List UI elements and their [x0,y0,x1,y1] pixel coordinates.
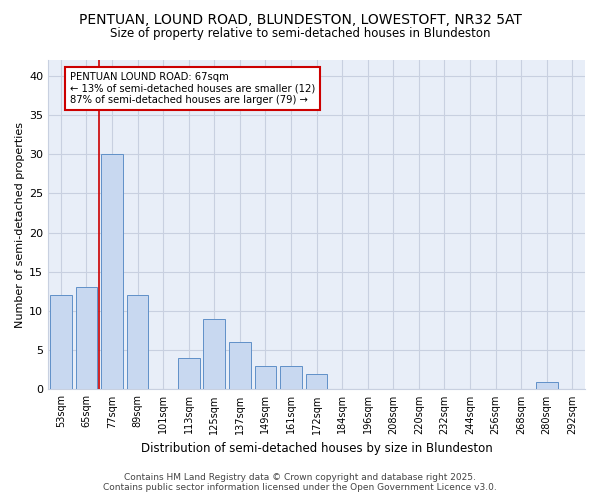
Bar [50,296,72,390]
Bar [101,154,123,390]
Bar [254,366,277,390]
Bar [76,288,97,390]
Bar [203,319,225,390]
Bar [306,374,328,390]
Bar [229,342,251,390]
Bar [280,366,302,390]
Text: Size of property relative to semi-detached houses in Blundeston: Size of property relative to semi-detach… [110,28,490,40]
X-axis label: Distribution of semi-detached houses by size in Blundeston: Distribution of semi-detached houses by … [141,442,493,455]
Text: Contains HM Land Registry data © Crown copyright and database right 2025.
Contai: Contains HM Land Registry data © Crown c… [103,473,497,492]
Bar [127,296,148,390]
Text: PENTUAN, LOUND ROAD, BLUNDESTON, LOWESTOFT, NR32 5AT: PENTUAN, LOUND ROAD, BLUNDESTON, LOWESTO… [79,12,521,26]
Text: PENTUAN LOUND ROAD: 67sqm
← 13% of semi-detached houses are smaller (12)
87% of : PENTUAN LOUND ROAD: 67sqm ← 13% of semi-… [70,72,315,105]
Bar [536,382,557,390]
Y-axis label: Number of semi-detached properties: Number of semi-detached properties [15,122,25,328]
Bar [178,358,200,390]
